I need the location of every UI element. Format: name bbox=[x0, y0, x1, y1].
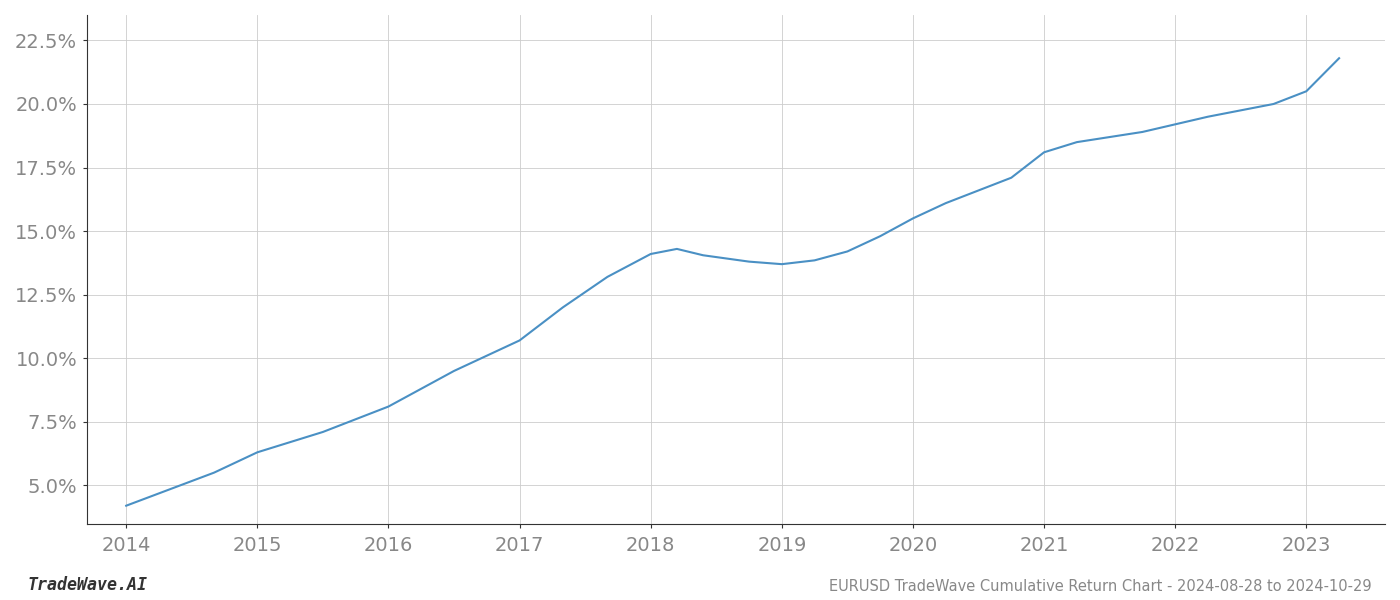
Text: TradeWave.AI: TradeWave.AI bbox=[28, 576, 148, 594]
Text: EURUSD TradeWave Cumulative Return Chart - 2024-08-28 to 2024-10-29: EURUSD TradeWave Cumulative Return Chart… bbox=[829, 579, 1372, 594]
